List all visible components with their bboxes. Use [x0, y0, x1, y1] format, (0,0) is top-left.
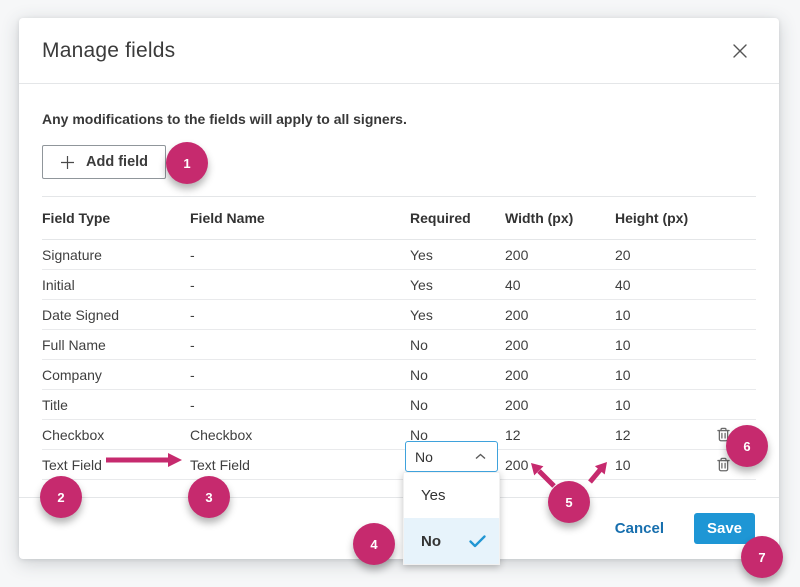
trash-icon: [715, 456, 732, 473]
table-row: Checkbox Checkbox No 12 12: [42, 419, 756, 450]
table-row: Signature - Yes 200 20: [42, 239, 756, 270]
plus-icon: [60, 155, 75, 170]
required-cell: No: [410, 329, 505, 360]
annotation-badge-7: 7: [741, 536, 783, 578]
width-cell: 200: [505, 389, 615, 420]
required-cell: No: [410, 389, 505, 420]
add-field-button[interactable]: Add field: [42, 145, 167, 179]
width-cell: 40: [505, 269, 615, 300]
height-cell: 12: [615, 419, 715, 450]
fields-table: Field Type Field Name Required Width (px…: [42, 196, 756, 565]
header-height: Height (px): [615, 196, 715, 240]
manage-fields-dialog: Manage fields Any modifications to the f…: [19, 18, 779, 565]
field-name-cell: Text Field: [190, 449, 410, 480]
row-actions-cell: [715, 299, 756, 330]
annotation-badge-2: 2: [40, 476, 82, 518]
save-button[interactable]: Save: [694, 513, 755, 544]
header-field-name: Field Name: [190, 196, 410, 240]
dialog-footer: Cancel Save: [19, 497, 779, 559]
dialog-header: Manage fields: [19, 18, 779, 84]
add-field-label: Add field: [86, 154, 149, 170]
width-cell: 12: [505, 419, 615, 450]
height-cell: 10: [615, 359, 715, 390]
height-cell: 10: [615, 389, 715, 420]
required-cell: No: [410, 359, 505, 390]
required-cell: Yes: [410, 269, 505, 300]
close-button[interactable]: [730, 41, 750, 61]
annotation-badge-6: 6: [726, 425, 768, 467]
header-width: Width (px): [505, 196, 615, 240]
annotation-badge-1: 1: [166, 142, 208, 184]
table-row: Full Name - No 200 10: [42, 329, 756, 360]
field-type-cell: Checkbox: [42, 419, 190, 450]
field-type-cell: Company: [42, 359, 190, 390]
table-row: Company - No 200 10: [42, 359, 756, 390]
field-name-cell: -: [190, 269, 410, 300]
annotation-badge-5: 5: [548, 481, 590, 523]
intro-text: Any modifications to the fields will app…: [42, 111, 407, 127]
height-cell: 10: [615, 299, 715, 330]
field-name-cell: -: [190, 359, 410, 390]
required-select[interactable]: No: [405, 441, 498, 472]
chevron-up-icon: [475, 453, 486, 460]
dialog-body: Any modifications to the fields will app…: [19, 111, 779, 565]
height-cell: 40: [615, 269, 715, 300]
dropdown-option-label: No: [421, 532, 441, 550]
field-type-cell: Signature: [42, 239, 190, 270]
table-row: Text Field Text Field No Yes No 200 10: [42, 441, 756, 565]
delete-field-button[interactable]: [715, 456, 732, 473]
field-type-cell: Full Name: [42, 329, 190, 360]
header-actions: [715, 196, 756, 240]
field-type-cell: Initial: [42, 269, 190, 300]
table-row: Title - No 200 10: [42, 389, 756, 420]
width-cell: 200: [505, 299, 615, 330]
row-actions-cell: [715, 359, 756, 390]
height-cell: 10: [615, 329, 715, 360]
field-name-cell: Checkbox: [190, 419, 410, 450]
row-actions-cell: [715, 239, 756, 270]
header-field-type: Field Type: [42, 196, 190, 240]
row-actions-cell: [715, 329, 756, 360]
field-name-cell: -: [190, 389, 410, 420]
row-actions-cell: [715, 389, 756, 420]
row-actions-cell: [715, 269, 756, 300]
table-row: Initial - Yes 40 40: [42, 269, 756, 300]
required-cell: Yes: [410, 299, 505, 330]
height-cell: 10: [615, 449, 715, 480]
field-name-cell: -: [190, 299, 410, 330]
field-type-cell: Title: [42, 389, 190, 420]
annotation-badge-4: 4: [353, 523, 395, 565]
width-cell: 200: [505, 359, 615, 390]
required-select-value: No: [415, 448, 433, 465]
fields-table-body: Signature - Yes 200 20 Initial - Yes 40 40 Date Si…: [42, 239, 756, 565]
dropdown-option-yes[interactable]: Yes: [404, 473, 499, 518]
table-row: Date Signed - Yes 200 10: [42, 299, 756, 330]
check-icon: [469, 534, 486, 548]
width-cell: 200: [505, 239, 615, 270]
width-cell: 200: [505, 329, 615, 360]
required-cell: No Yes No: [403, 441, 505, 565]
close-icon: [732, 43, 748, 62]
field-name-cell: -: [190, 329, 410, 360]
header-required: Required: [410, 196, 505, 240]
width-cell: 200: [505, 449, 615, 480]
dialog-title: Manage fields: [42, 38, 176, 62]
fields-table-header: Field Type Field Name Required Width (px…: [42, 196, 756, 240]
required-cell: Yes: [410, 239, 505, 270]
dropdown-option-no[interactable]: No: [404, 518, 499, 564]
height-cell: 20: [615, 239, 715, 270]
dropdown-option-label: Yes: [421, 487, 446, 504]
annotation-badge-3: 3: [188, 476, 230, 518]
field-name-cell: -: [190, 239, 410, 270]
cancel-button[interactable]: Cancel: [609, 519, 670, 538]
field-type-cell: Text Field: [42, 449, 190, 480]
required-dropdown-menu: Yes No: [403, 472, 500, 565]
field-type-cell: Date Signed: [42, 299, 190, 330]
